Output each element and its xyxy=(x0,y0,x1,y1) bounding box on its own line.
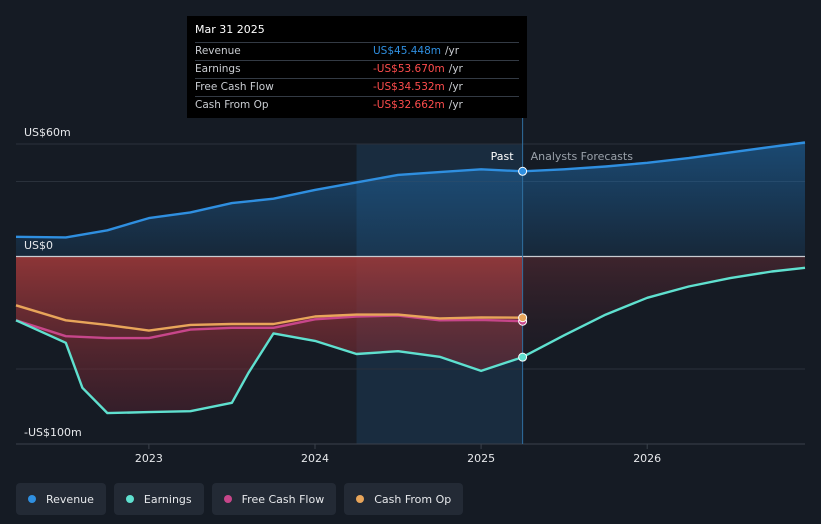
tooltip: Mar 31 2025 Revenue US$45.448m /yr Earni… xyxy=(187,16,527,118)
tooltip-row-revenue: Revenue US$45.448m /yr xyxy=(195,42,519,60)
tooltip-unit: /yr xyxy=(445,45,460,57)
tooltip-label: Revenue xyxy=(195,45,241,57)
legend-label: Earnings xyxy=(143,492,192,506)
tooltip-value: -US$53.670m xyxy=(373,63,445,75)
legend-dot-icon xyxy=(28,495,36,503)
tooltip-value: US$45.448m xyxy=(373,45,441,57)
y-axis-label: -US$100m xyxy=(24,426,82,439)
cash-from-op-point xyxy=(518,313,528,323)
tooltip-value: -US$34.532m xyxy=(373,81,445,93)
earnings-point xyxy=(518,352,528,362)
legend-item-earnings[interactable]: Earnings xyxy=(113,483,204,515)
revenue-forecast-line xyxy=(522,141,806,173)
legend-item-revenue[interactable]: Revenue xyxy=(16,483,106,515)
tooltip-date: Mar 31 2025 xyxy=(195,23,265,36)
revenue-point xyxy=(518,166,528,176)
x-axis-label: 2023 xyxy=(135,452,163,465)
y-axis-label: US$0 xyxy=(24,239,53,252)
tooltip-label: Free Cash Flow xyxy=(195,81,274,93)
legend-dot-icon xyxy=(223,495,232,503)
revenue-area xyxy=(16,142,805,257)
y-axis-label: US$60m xyxy=(24,126,71,139)
tooltip-label: Cash From Op xyxy=(195,99,269,111)
tooltip-value: -US$32.662m xyxy=(373,99,445,111)
legend-label: Cash From Op xyxy=(374,492,452,506)
tooltip-unit: /yr xyxy=(448,81,463,93)
cash-from-op-line xyxy=(15,304,523,332)
earnings-forecast-line xyxy=(522,266,806,359)
legend-dot-icon xyxy=(356,495,365,503)
forecast-label: Analysts Forecasts xyxy=(531,150,634,163)
free-cash-flow-line xyxy=(15,314,523,340)
legend-item-free-cash-flow[interactable]: Free Cash Flow xyxy=(211,483,337,515)
x-axis-label: 2026 xyxy=(633,452,661,465)
tooltip-unit: /yr xyxy=(448,99,463,111)
tooltip-label: Earnings xyxy=(195,63,241,75)
legend-item-cash-from-op[interactable]: Cash From Op xyxy=(344,483,464,515)
earnings-line xyxy=(15,319,523,415)
earnings-forecast-area xyxy=(522,256,805,358)
legend-label: Revenue xyxy=(46,492,94,506)
legend-label: Free Cash Flow xyxy=(241,492,325,506)
tooltip-unit: /yr xyxy=(448,63,463,75)
legend-dot-icon xyxy=(125,495,134,503)
x-axis-label: 2025 xyxy=(467,452,495,465)
tooltip-row-cash-from-op: Cash From Op -US$32.662m /yr xyxy=(195,96,519,114)
earnings-area xyxy=(16,256,523,414)
past-label: Past xyxy=(491,150,515,163)
tooltip-row-free-cash-flow: Free Cash Flow -US$34.532m /yr xyxy=(195,78,519,96)
tooltip-row-earnings: Earnings -US$53.670m /yr xyxy=(195,60,519,78)
x-axis-label: 2024 xyxy=(301,452,329,465)
legend: Revenue Earnings Free Cash Flow Cash Fro… xyxy=(16,483,464,515)
revenue-line xyxy=(15,168,523,239)
